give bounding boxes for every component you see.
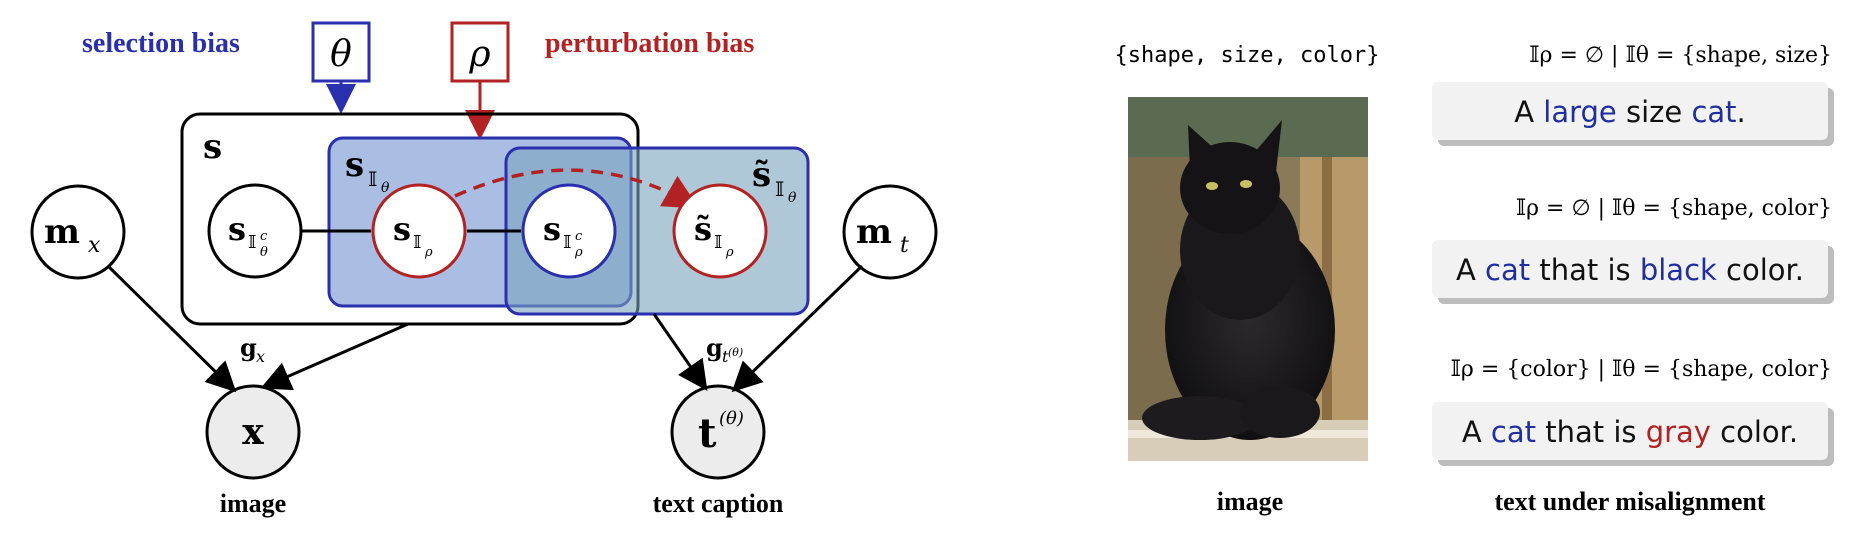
cat-photo (1128, 97, 1368, 461)
caption-1-box: A large size cat. (1432, 82, 1834, 146)
edge-mx-x (106, 264, 237, 393)
svg-text:𝕀: 𝕀 (413, 232, 421, 253)
node-s-tilde-I-rho: s̃ 𝕀 ρ (672, 183, 768, 279)
svg-text:ρ: ρ (725, 245, 734, 260)
svg-text:t: t (900, 233, 909, 258)
svg-text:𝕀: 𝕀 (368, 167, 377, 191)
svg-text:s: s (228, 210, 246, 248)
caption-2-condition: 𝕀ρ = ∅ | 𝕀θ = {shape, color} (1516, 196, 1832, 221)
svg-text:x: x (256, 347, 265, 366)
svg-text:c: c (260, 229, 268, 244)
svg-text:θ: θ (260, 245, 268, 260)
svg-text:s: s (393, 210, 411, 248)
node-x: x (205, 384, 301, 480)
caption-2-box: A cat that is black color. (1432, 240, 1834, 304)
svg-text:𝕀: 𝕀 (563, 232, 571, 253)
caption-2-text: A cat that is black color. (1456, 253, 1804, 287)
caption-1-text: A large size cat. (1514, 95, 1746, 129)
selection-bias-label: selection bias (82, 28, 240, 59)
svg-text:x: x (88, 233, 101, 258)
node-s-I-rho-c: s 𝕀 c ρ (521, 183, 617, 279)
svg-text:t: t (698, 410, 717, 457)
svg-text:s: s (543, 210, 561, 248)
node-s-I-rho: s 𝕀 ρ (371, 183, 467, 279)
image-label: image (220, 489, 286, 518)
svg-text:g: g (706, 333, 723, 362)
attributes-set: {shape, size, color} (1115, 43, 1380, 68)
text-under-misalignment-label: text under misalignment (1494, 487, 1765, 516)
svg-text:𝕀: 𝕀 (775, 177, 784, 201)
theta-symbol: θ (330, 34, 352, 75)
perturbation-bias-label: perturbation bias (545, 28, 754, 59)
rho-symbol: ρ (468, 34, 490, 75)
svg-text:(θ): (θ) (728, 346, 743, 359)
s-plate-label: s (203, 127, 222, 167)
svg-text:θ: θ (788, 190, 797, 206)
caption-3-box: A cat that is gray color. (1432, 402, 1834, 466)
caption-1-condition: 𝕀ρ = ∅ | 𝕀θ = {shape, size} (1529, 43, 1832, 68)
caption-3-text: A cat that is gray color. (1462, 415, 1798, 449)
node-m-t: m t (842, 184, 938, 280)
caption-3-condition: 𝕀ρ = {color} | 𝕀θ = {shape, color} (1451, 357, 1832, 382)
svg-text:m: m (856, 212, 892, 252)
text-caption-label: text caption (653, 489, 784, 518)
svg-text:g: g (240, 333, 257, 362)
image-label-right: image (1217, 487, 1283, 516)
svg-text:s̃: s̃ (694, 210, 712, 248)
svg-text:(θ): (θ) (719, 408, 744, 429)
rho-box: ρ (450, 21, 510, 83)
s-tilde-I-theta-label: s̃ 𝕀 θ (752, 155, 797, 206)
edge-stilde-t (652, 313, 708, 391)
svg-text:𝕀: 𝕀 (248, 232, 256, 253)
svg-text:𝕀: 𝕀 (714, 232, 722, 253)
svg-text:ρ: ρ (574, 245, 583, 260)
svg-text:t: t (722, 347, 729, 366)
edge-mt-t (731, 264, 864, 393)
theta-box: θ (311, 21, 371, 83)
perturbation-dashed-arrow (454, 168, 700, 209)
node-s-I-theta-c: s 𝕀 c θ (207, 183, 303, 279)
svg-text:m: m (44, 212, 80, 252)
s-I-theta-label: s 𝕀 θ (345, 145, 390, 196)
edge-s-x (260, 322, 409, 391)
svg-text:θ: θ (381, 180, 390, 196)
g-x-label: g x (240, 333, 265, 366)
node-t: t (θ) (670, 384, 766, 480)
svg-text:x: x (242, 411, 264, 453)
svg-text:s: s (345, 145, 364, 185)
svg-text:s̃: s̃ (752, 155, 771, 195)
node-m-x: m x (30, 184, 126, 280)
g-t-label: g t (θ) (706, 333, 743, 366)
svg-text:ρ: ρ (424, 245, 433, 260)
svg-text:c: c (575, 229, 583, 244)
